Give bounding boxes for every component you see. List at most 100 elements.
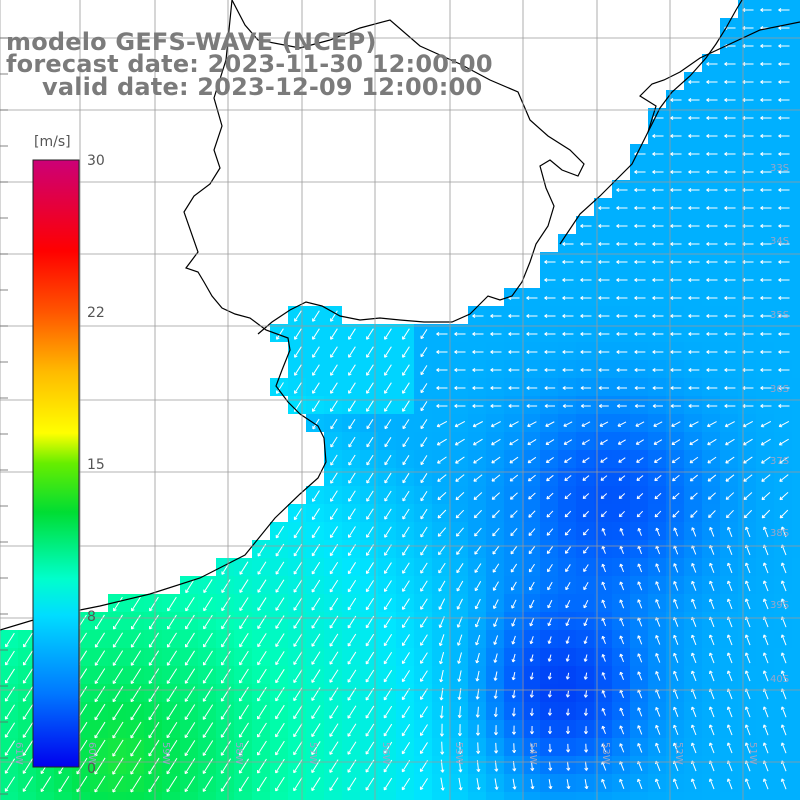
wind-vector (94, 739, 106, 757)
wind-vector (330, 418, 338, 430)
wind-speed-cell (702, 576, 720, 594)
wind-vector (545, 439, 555, 445)
wind-speed-cell (540, 792, 558, 800)
wind-speed-cell (558, 342, 576, 360)
wind-speed-cell (360, 540, 378, 558)
wind-vector (526, 313, 538, 319)
wind-speed-cell (558, 630, 576, 648)
wind-speed-cell (630, 684, 648, 702)
wind-vector (778, 97, 790, 103)
wind-vector (275, 722, 285, 738)
wind-speed-cell (486, 486, 504, 504)
wind-vector (670, 187, 682, 193)
wind-vector (564, 510, 572, 518)
wind-vector (564, 457, 572, 463)
wind-speed-cell (594, 720, 612, 738)
wind-speed-cell (522, 540, 540, 558)
wind-vector (565, 582, 571, 591)
wind-vector (329, 597, 339, 611)
wind-vector (348, 508, 356, 520)
wind-vector (564, 492, 572, 500)
wind-vector (238, 704, 249, 720)
wind-vector (456, 616, 463, 628)
wind-vector (780, 706, 787, 718)
wind-vector (202, 722, 214, 738)
wind-speed-cell (774, 144, 792, 162)
wind-vector (365, 633, 375, 647)
wind-speed-cell (324, 648, 342, 666)
wind-speed-cell (630, 612, 648, 630)
wind-vector (652, 223, 664, 229)
wind-speed-cell (612, 432, 630, 450)
wind-speed-cell (486, 324, 504, 342)
wind-speed-cell (270, 378, 288, 396)
wind-speed-cell (504, 306, 522, 324)
wind-speed-cell (378, 576, 396, 594)
wind-vector (203, 632, 213, 648)
wind-vector (724, 79, 736, 85)
wind-speed-cell (774, 180, 792, 198)
wind-speed-cell (504, 702, 522, 720)
wind-speed-cell (576, 270, 594, 288)
wind-vector (688, 241, 700, 247)
wind-vector (348, 418, 356, 430)
wind-vector (529, 672, 534, 680)
wind-vector (439, 652, 445, 665)
wind-speed-cell (522, 432, 540, 450)
wind-vector (544, 331, 556, 337)
wind-speed-cell (666, 270, 684, 288)
wind-vector (706, 259, 718, 265)
wind-vector (257, 579, 267, 593)
wind-vector (348, 454, 356, 466)
wind-speed-cell (648, 252, 666, 270)
wind-speed-cell (378, 558, 396, 576)
wind-speed-cell (576, 576, 594, 594)
wind-speed-cell (720, 234, 738, 252)
wind-vector (743, 492, 753, 501)
wind-speed-cell (252, 594, 270, 612)
wind-vector (584, 743, 589, 753)
wind-speed-cell (684, 792, 702, 800)
latitude-label: 34S (770, 236, 789, 247)
wind-speed-cell (432, 468, 450, 486)
wind-speed-cell (270, 666, 288, 684)
wind-vector (618, 510, 625, 518)
wind-speed-cell (324, 324, 342, 342)
wind-vector (598, 277, 610, 283)
wind-vector (490, 349, 502, 355)
wind-speed-cell (414, 648, 432, 666)
wind-speed-cell (666, 756, 684, 774)
wind-speed-cell (774, 468, 792, 486)
wind-vector (616, 259, 628, 265)
wind-speed-cell (504, 360, 522, 378)
wind-vector (436, 438, 447, 446)
wind-speed-cell (558, 450, 576, 468)
wind-vector (565, 672, 570, 680)
wind-vector (706, 349, 718, 355)
wind-vector (365, 598, 375, 611)
wind-speed-cell (666, 504, 684, 522)
wind-speed-cell (594, 702, 612, 720)
wind-vector (330, 382, 338, 394)
wind-speed-cell (720, 522, 738, 540)
wind-speed-cell (720, 378, 738, 396)
wind-vector (619, 563, 625, 573)
wind-speed-cell (774, 306, 792, 324)
wind-speed-cell (774, 774, 792, 792)
wind-speed-cell (522, 486, 540, 504)
wind-vector (582, 510, 590, 518)
wind-speed-cell (720, 450, 738, 468)
wind-speed-cell (702, 504, 720, 522)
wind-vector (706, 241, 718, 247)
wind-speed-cell (684, 162, 702, 180)
wind-speed-cell (450, 468, 468, 486)
wind-vector (329, 651, 339, 665)
wind-vector (493, 689, 498, 699)
wind-speed-cell (306, 396, 324, 414)
wind-vector (293, 759, 303, 774)
wind-speed-cell (54, 774, 72, 792)
wind-vector (654, 475, 662, 482)
wind-vector (778, 421, 790, 428)
wind-vector (293, 633, 303, 647)
wind-speed-cell (108, 720, 126, 738)
